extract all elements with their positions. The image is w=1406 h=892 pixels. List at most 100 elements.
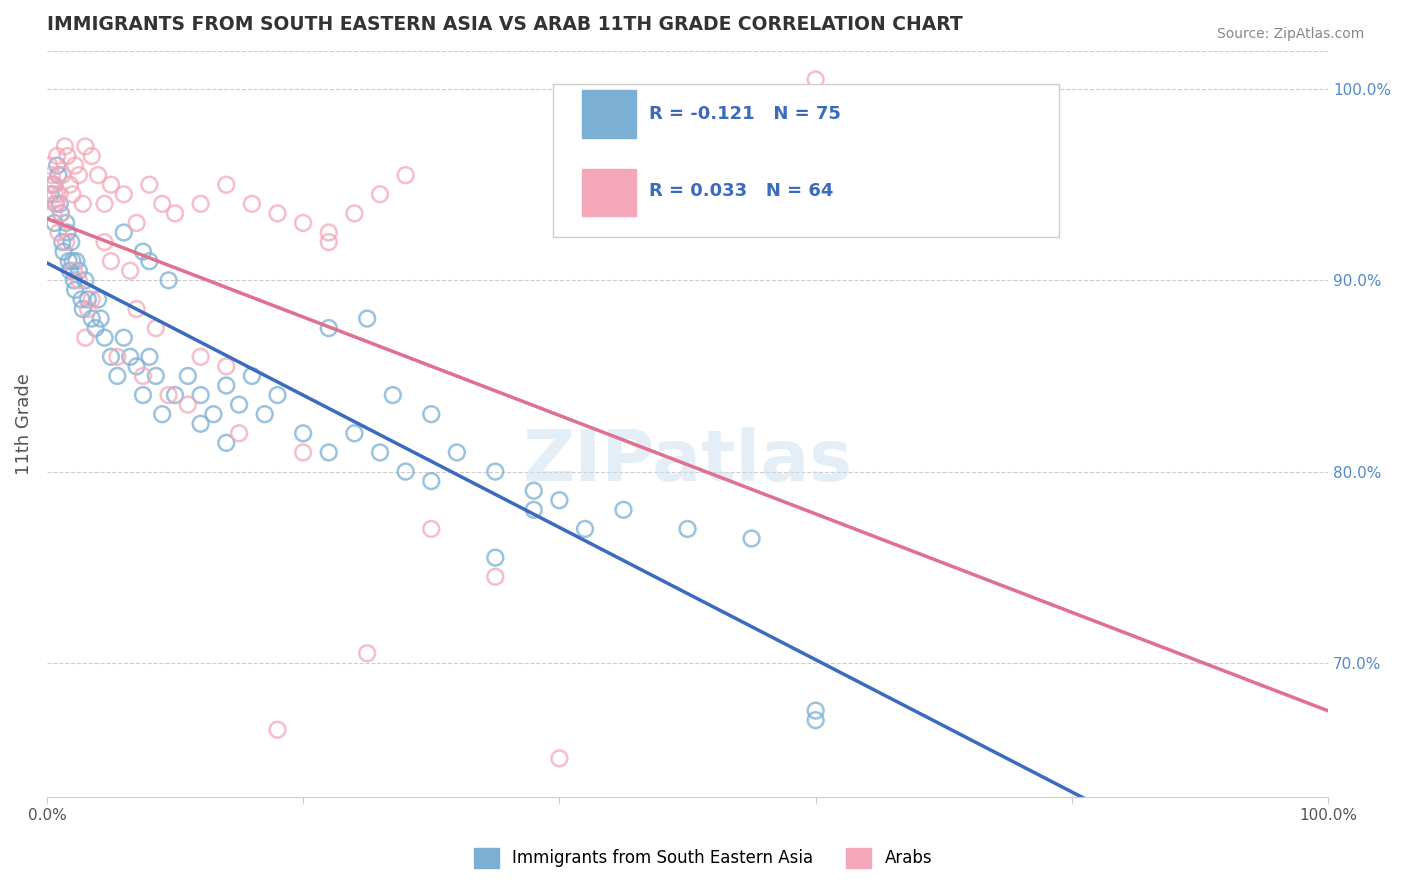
Point bbox=[93, 331, 115, 345]
Point bbox=[318, 226, 340, 240]
Point bbox=[63, 283, 86, 297]
Point bbox=[100, 254, 122, 268]
Point bbox=[100, 350, 122, 364]
Point bbox=[77, 293, 100, 307]
Point bbox=[177, 398, 200, 412]
Point bbox=[420, 474, 443, 488]
Point bbox=[39, 178, 62, 192]
Point bbox=[59, 264, 82, 278]
Point bbox=[240, 368, 263, 383]
Point bbox=[253, 407, 276, 421]
Point bbox=[676, 522, 699, 536]
Point bbox=[75, 331, 97, 345]
Point bbox=[157, 388, 180, 402]
Point bbox=[484, 570, 506, 584]
Point bbox=[190, 388, 212, 402]
Point bbox=[548, 493, 571, 508]
Point bbox=[72, 197, 94, 211]
Point bbox=[420, 407, 443, 421]
Point bbox=[87, 168, 110, 182]
Point bbox=[215, 378, 238, 392]
Point bbox=[395, 168, 418, 182]
Point bbox=[163, 388, 186, 402]
Point bbox=[138, 254, 160, 268]
Point bbox=[215, 436, 238, 450]
Point bbox=[75, 139, 97, 153]
Point bbox=[125, 359, 148, 374]
Point bbox=[612, 503, 634, 517]
Point bbox=[67, 264, 90, 278]
Point bbox=[105, 368, 128, 383]
Point bbox=[52, 244, 75, 259]
Point bbox=[266, 206, 288, 220]
Point bbox=[62, 187, 84, 202]
Point bbox=[266, 388, 288, 402]
Text: R = -0.121   N = 75: R = -0.121 N = 75 bbox=[650, 105, 841, 123]
Point bbox=[240, 197, 263, 211]
Point bbox=[56, 149, 79, 163]
Point bbox=[42, 178, 65, 192]
Point bbox=[395, 465, 418, 479]
Point bbox=[45, 197, 67, 211]
Point bbox=[125, 216, 148, 230]
Point bbox=[58, 254, 80, 268]
Point bbox=[574, 522, 596, 536]
Point bbox=[112, 187, 135, 202]
Point bbox=[51, 235, 73, 249]
Point bbox=[484, 550, 506, 565]
Point bbox=[60, 235, 83, 249]
Point bbox=[49, 206, 72, 220]
Point bbox=[548, 751, 571, 765]
Point bbox=[48, 168, 70, 182]
Point bbox=[132, 244, 155, 259]
Point bbox=[138, 350, 160, 364]
Point bbox=[38, 159, 60, 173]
Point bbox=[190, 417, 212, 431]
Point bbox=[177, 368, 200, 383]
Point bbox=[87, 293, 110, 307]
Point bbox=[190, 197, 212, 211]
Point bbox=[420, 522, 443, 536]
Point bbox=[65, 254, 87, 268]
Point bbox=[215, 359, 238, 374]
Point bbox=[48, 187, 70, 202]
Point bbox=[75, 273, 97, 287]
Point bbox=[381, 388, 404, 402]
Point bbox=[292, 445, 315, 459]
Point bbox=[84, 321, 107, 335]
Point bbox=[318, 321, 340, 335]
Point bbox=[77, 301, 100, 316]
Point bbox=[42, 206, 65, 220]
Point bbox=[48, 197, 70, 211]
Point bbox=[80, 149, 103, 163]
Point bbox=[132, 388, 155, 402]
Point bbox=[523, 483, 546, 498]
Point bbox=[93, 197, 115, 211]
Point bbox=[55, 216, 77, 230]
Point bbox=[45, 197, 67, 211]
Point bbox=[63, 159, 86, 173]
Point bbox=[120, 350, 142, 364]
Point bbox=[70, 293, 93, 307]
Point bbox=[163, 206, 186, 220]
Point bbox=[150, 407, 173, 421]
Point bbox=[215, 178, 238, 192]
Point bbox=[132, 368, 155, 383]
Point bbox=[343, 206, 366, 220]
Point bbox=[62, 273, 84, 287]
Point bbox=[72, 301, 94, 316]
Point bbox=[523, 503, 546, 517]
Point bbox=[105, 350, 128, 364]
Point bbox=[741, 532, 763, 546]
Point bbox=[125, 301, 148, 316]
Point bbox=[41, 168, 63, 182]
Point bbox=[51, 168, 73, 182]
Point bbox=[39, 187, 62, 202]
Point bbox=[145, 321, 167, 335]
Point bbox=[55, 235, 77, 249]
Point bbox=[48, 226, 70, 240]
Point bbox=[266, 723, 288, 737]
Point bbox=[356, 311, 378, 326]
Point bbox=[59, 178, 82, 192]
FancyBboxPatch shape bbox=[582, 169, 637, 217]
